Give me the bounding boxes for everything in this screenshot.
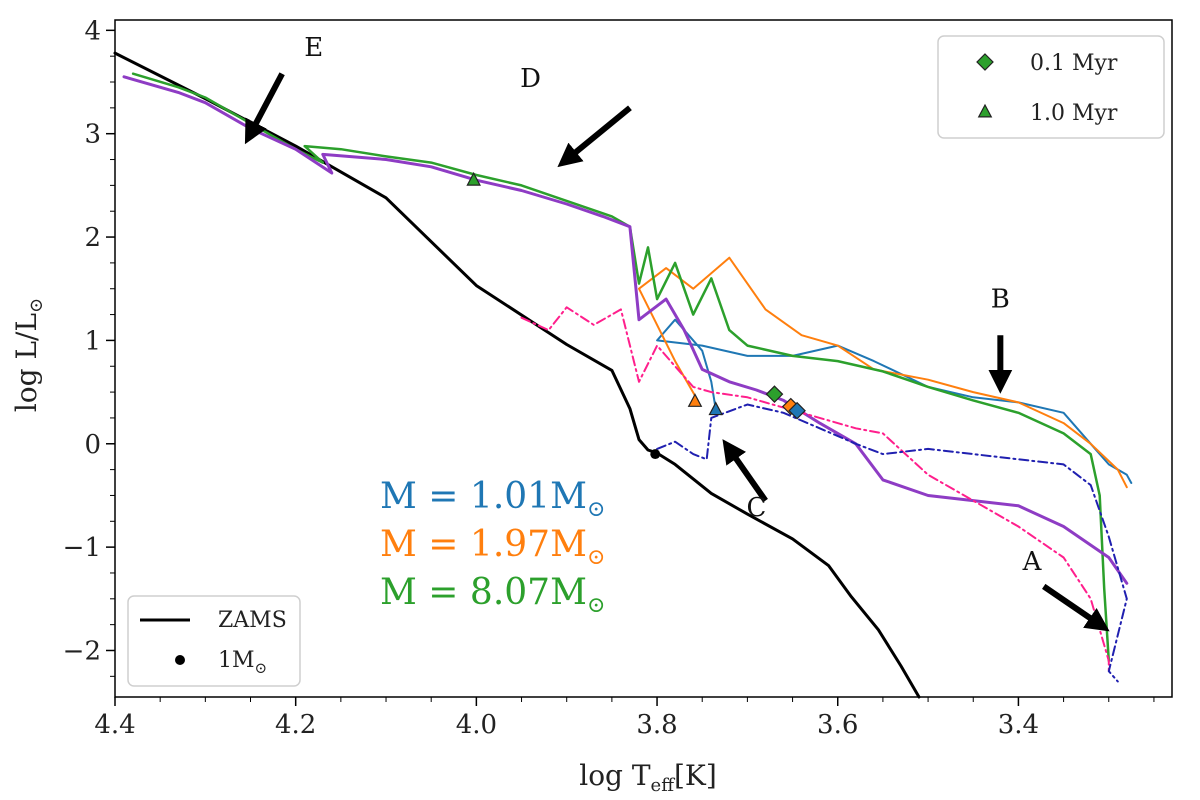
x-tick-label: 3.4: [998, 710, 1039, 740]
x-tick-label: 4.0: [456, 710, 497, 740]
x-tick-label: 4.2: [275, 710, 316, 740]
legend-label: 0.1 Myr: [1030, 51, 1118, 76]
annotation-layer: E D C B A: [244, 33, 1110, 632]
legend-bottom-left: ZAMS 1M⊙: [127, 595, 301, 687]
annotation-label-B: B: [991, 284, 1010, 314]
x-tick-label: 3.6: [817, 710, 858, 740]
series-line-blue: [656, 318, 1133, 484]
y-tick-label: 2: [84, 223, 101, 253]
solar-symbol: ⊙: [587, 593, 605, 618]
mass-label-text: M = 8.07M: [380, 572, 587, 613]
legend-diamond-icon: [976, 53, 994, 71]
legend-label-text: 1M: [218, 648, 255, 673]
arrow-E: [244, 72, 285, 145]
series-line-green: [131, 72, 1111, 663]
legend-label: ZAMS: [218, 608, 287, 633]
solar-symbol: ⊙: [255, 659, 268, 677]
legend-top-right: 0.1 Myr 1.0 Myr: [937, 35, 1165, 139]
mass-label-blue: M = 1.01M⊙: [380, 476, 605, 522]
x-axis-title: log Teff[K]: [579, 759, 717, 796]
annotation-label-A: A: [1022, 547, 1043, 577]
arrow-A: [1042, 583, 1110, 632]
marker-layer: [466, 171, 806, 460]
diamond-marker-green: [765, 385, 784, 404]
mass-label-text: M = 1.97M: [380, 524, 587, 565]
mass-label-green: M = 8.07M⊙: [380, 572, 605, 618]
legend-dot-icon: [175, 655, 185, 665]
series-line-orange: [638, 256, 1128, 489]
triangle-marker-green: [466, 171, 481, 186]
annotation-label-E: E: [304, 33, 323, 63]
arrow-D: [557, 105, 632, 168]
x-tick-label: 3.8: [636, 710, 677, 740]
mass-label-layer: M = 1.01M⊙M = 1.97M⊙M = 8.07M⊙: [380, 476, 605, 618]
series-line-pink: [520, 306, 1110, 673]
one-solar-mass-marker: [650, 449, 661, 460]
y-tick-label: 4: [84, 16, 101, 46]
triangle-marker-orange: [687, 393, 703, 407]
annotation-label-C: C: [746, 493, 766, 523]
legend-triangle-icon: [977, 103, 993, 118]
annotation-label-D: D: [520, 64, 541, 94]
y-tick-label: −1: [63, 533, 101, 563]
y-tick-label: 3: [84, 120, 101, 150]
solar-symbol: ⊙: [587, 497, 605, 522]
solar-symbol: ⊙: [587, 545, 605, 570]
triangle-marker-blue: [708, 401, 724, 416]
series-line-purple: [122, 75, 1129, 585]
mass-label-text: M = 1.01M: [380, 476, 587, 517]
y-tick-label: −2: [63, 636, 101, 666]
arrow-C: [722, 439, 768, 503]
y-tick-label: 0: [84, 430, 101, 460]
tick-layer: 4.4 4.2 4.0 3.8 3.6 3.4 −2 −1 0 1 2 3 4: [63, 16, 1155, 740]
diamond-marker-blue: [788, 401, 806, 420]
mass-label-orange: M = 1.97M⊙: [380, 524, 605, 570]
y-tick-label: 1: [84, 326, 101, 356]
legend-label: 1.0 Myr: [1030, 101, 1118, 126]
series-line-navy: [656, 403, 1128, 683]
legend-label-text: ZAMS: [218, 608, 287, 633]
plot-frame: [114, 19, 1173, 698]
y-axis-title: log L/L⊙: [10, 298, 47, 412]
legend-label: 1M⊙: [218, 648, 267, 677]
x-tick-label: 4.4: [94, 710, 135, 740]
